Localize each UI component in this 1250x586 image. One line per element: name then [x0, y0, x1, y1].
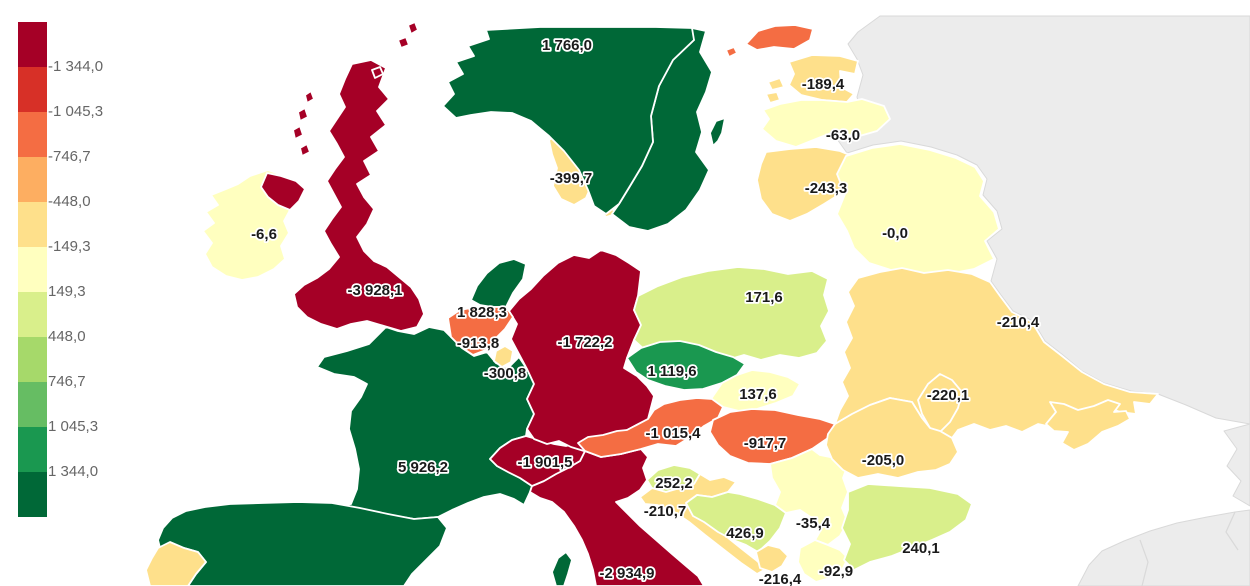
country-estonia[interactable] [788, 54, 859, 103]
label-czechia: 1 119,6 [647, 363, 696, 380]
label-bulgaria: 240,1 [902, 540, 940, 557]
label-luxembourg: -300,8 [484, 365, 527, 382]
nodata-internal-border [1225, 511, 1239, 551]
label-bosnia: 426,9 [726, 525, 764, 542]
value-labels: 1 766,0 -399,7 -189,4 -63,0 -243,3 -0,0 … [249, 35, 1041, 586]
legend-label-8: 1 045,3 [48, 418, 99, 435]
legend-label-4: -149,3 [48, 238, 91, 255]
legend-swatch-8 [18, 382, 47, 427]
label-belarus: -0,0 [882, 225, 908, 242]
country-uk-northern-ireland[interactable] [260, 172, 306, 211]
country-uk-hebrides[interactable] [304, 90, 315, 104]
country-lithuania[interactable] [756, 146, 858, 222]
country-portugal[interactable] [145, 541, 207, 586]
label-serbia: -35,4 [796, 515, 831, 532]
country-bulgaria[interactable] [841, 483, 973, 571]
label-united-kingdom: -3 928,1 [347, 282, 402, 299]
label-denmark: -399,7 [550, 170, 593, 187]
country-uk-hebrides[interactable] [292, 125, 304, 140]
country-belgium[interactable] [447, 306, 514, 356]
legend-swatch-5 [18, 247, 47, 292]
label-norway: 1 766,0 [542, 37, 592, 54]
legend-swatch-7 [18, 337, 47, 382]
label-montenegro: -216,4 [759, 571, 802, 586]
country-uk-orkney[interactable] [371, 66, 384, 79]
country-belarus[interactable] [836, 143, 1000, 278]
country-corsica[interactable] [551, 551, 573, 586]
legend-label-9: 1 344,0 [48, 463, 99, 480]
country-sweden-gotland[interactable] [709, 117, 726, 147]
legend-swatch-6 [18, 292, 47, 337]
label-estonia: -189,4 [802, 76, 845, 93]
country-uk-hebrides[interactable] [297, 107, 309, 122]
legend-swatch-1 [18, 67, 47, 112]
label-poland: 171,6 [745, 289, 783, 306]
country-ukraine-crimea[interactable] [1045, 399, 1131, 451]
label-lithuania: -243,3 [805, 180, 848, 197]
legend-label-3: -448,0 [48, 193, 91, 210]
label-switzerland: -1 901,5 [517, 454, 572, 471]
country-czechia[interactable] [626, 340, 746, 391]
legend-swatch-4 [18, 202, 47, 247]
legend-label-0: -1 344,0 [48, 58, 104, 75]
label-slovakia: 137,6 [739, 386, 777, 403]
country-austria[interactable] [577, 397, 724, 458]
label-moldova: -220,1 [927, 387, 970, 404]
country-latvia[interactable] [761, 98, 891, 148]
legend-swatch-3 [18, 157, 47, 202]
country-romania[interactable] [825, 397, 959, 479]
country-estonia-island[interactable] [765, 91, 781, 104]
legend-label-6: 448,0 [48, 328, 86, 345]
country-norway[interactable] [442, 26, 695, 215]
country-switzerland[interactable] [489, 435, 586, 487]
country-serbia[interactable] [769, 448, 849, 546]
country-finland-aland[interactable] [725, 46, 738, 58]
label-belgium: -913,8 [457, 335, 500, 352]
label-germany: -1 722,2 [557, 334, 612, 351]
label-ukraine: -210,4 [997, 314, 1040, 331]
label-austria: -1 015,4 [645, 425, 701, 442]
country-hungary[interactable] [709, 408, 836, 465]
legend-swatch-9 [18, 427, 47, 472]
label-italy: -2 934,9 [599, 565, 654, 582]
country-estonia-island[interactable] [767, 77, 785, 91]
legend-label-7: 746,7 [48, 373, 86, 390]
country-bosnia[interactable] [685, 491, 787, 553]
country-montenegro[interactable] [755, 544, 789, 573]
label-kosovo: -92,9 [819, 563, 853, 580]
legend-label-5: 149,3 [48, 283, 86, 300]
country-uk-shetland[interactable] [397, 36, 410, 49]
label-hungary: -917,7 [744, 435, 787, 452]
legend-swatch-2 [18, 112, 47, 157]
legend-swatch-column [18, 22, 47, 517]
label-netherlands: 1 828,3 [457, 304, 507, 321]
legend-swatch-0 [18, 22, 47, 67]
country-luxembourg[interactable] [493, 345, 514, 368]
country-finland[interactable] [745, 24, 814, 51]
legend-swatch-10 [18, 472, 47, 517]
country-united-kingdom[interactable] [293, 59, 425, 332]
label-romania: -205,0 [862, 452, 905, 469]
country-uk-hebrides[interactable] [299, 143, 311, 157]
nodata-internal-border [1139, 539, 1149, 586]
label-france: 5 926,2 [398, 459, 448, 476]
legend-label-1: -1 045,3 [48, 103, 104, 120]
label-slovenia: 252,2 [655, 475, 693, 492]
country-uk-shetland[interactable] [407, 21, 419, 35]
legend-label-2: -746,7 [48, 148, 91, 165]
label-ireland: -6,6 [251, 226, 277, 243]
country-kosovo[interactable] [797, 539, 849, 583]
region-caucasus-nodata [1223, 423, 1250, 507]
label-latvia: -63,0 [826, 127, 860, 144]
region-turkey-nodata [1077, 509, 1250, 586]
label-croatia: -210,7 [644, 503, 687, 520]
